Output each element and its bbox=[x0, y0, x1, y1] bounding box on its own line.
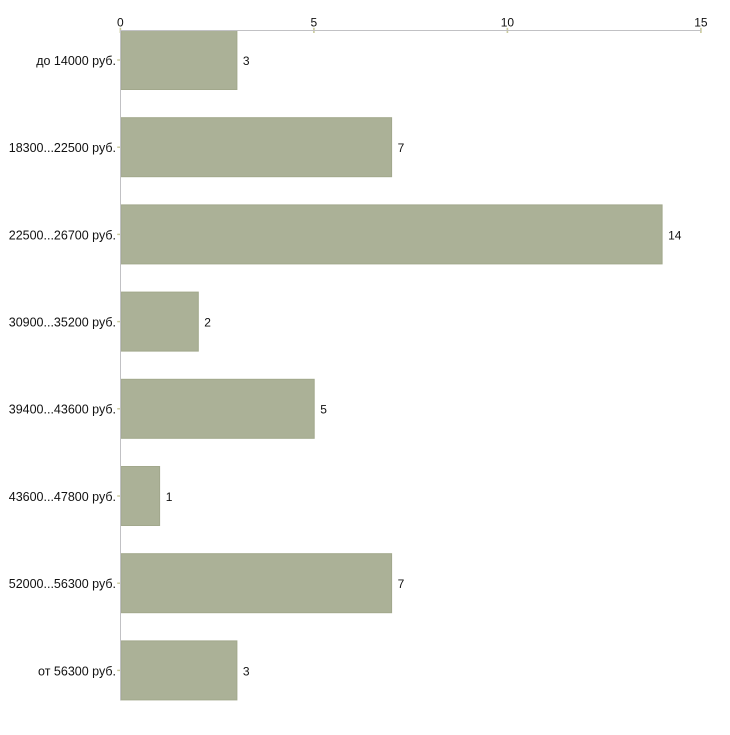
svg-text:от 56300 руб.: от 56300 руб. bbox=[38, 664, 116, 678]
svg-text:1: 1 bbox=[166, 490, 173, 504]
svg-text:22500...26700 руб.: 22500...26700 руб. bbox=[9, 228, 116, 242]
svg-text:5: 5 bbox=[311, 15, 318, 29]
svg-text:2: 2 bbox=[204, 316, 211, 330]
svg-text:43600...47800 руб.: 43600...47800 руб. bbox=[9, 490, 116, 504]
svg-text:30900...35200 руб.: 30900...35200 руб. bbox=[9, 316, 116, 330]
svg-text:15: 15 bbox=[694, 15, 708, 29]
svg-text:7: 7 bbox=[398, 141, 405, 155]
svg-text:7: 7 bbox=[398, 577, 405, 591]
svg-text:0: 0 bbox=[117, 15, 124, 29]
svg-text:52000...56300 руб.: 52000...56300 руб. bbox=[9, 577, 116, 591]
svg-text:3: 3 bbox=[243, 54, 250, 68]
svg-text:3: 3 bbox=[243, 664, 250, 678]
svg-text:до 14000 руб.: до 14000 руб. bbox=[36, 54, 116, 68]
svg-text:39400...43600 руб.: 39400...43600 руб. bbox=[9, 403, 116, 417]
svg-text:18300...22500 руб.: 18300...22500 руб. bbox=[9, 141, 116, 155]
svg-text:5: 5 bbox=[320, 403, 327, 417]
svg-text:10: 10 bbox=[501, 15, 515, 29]
svg-text:14: 14 bbox=[668, 228, 682, 242]
